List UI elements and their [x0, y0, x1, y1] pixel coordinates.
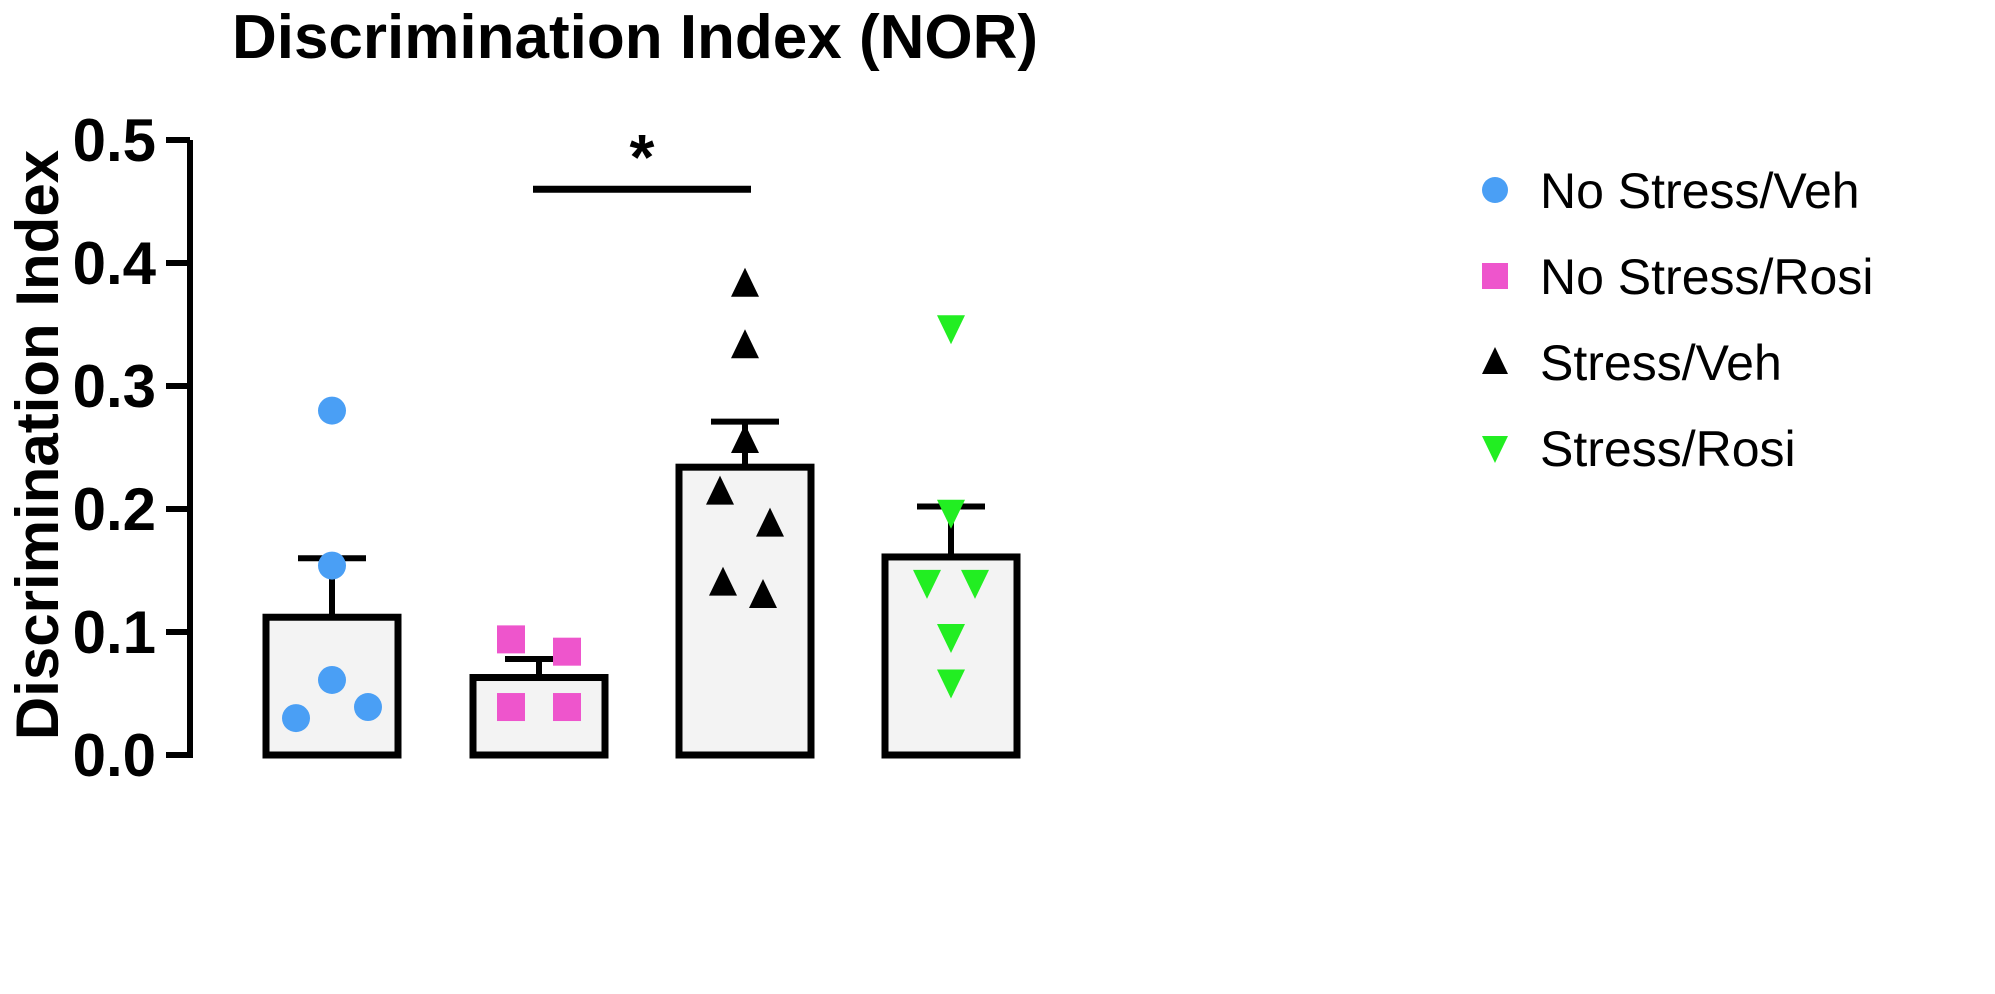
bar [675, 463, 815, 759]
data-point [731, 424, 759, 453]
bar [881, 553, 1021, 759]
data-point [756, 507, 784, 537]
data-point [497, 625, 525, 654]
legend-marker [1482, 436, 1508, 463]
legend-marker [1482, 347, 1508, 374]
data-point [937, 624, 965, 654]
plot-area: 0.0 0.1 0.2 0.3 0.4 0.5 * [73, 107, 1021, 789]
legend-label: No Stress/Veh [1540, 163, 1860, 219]
data-point [354, 693, 382, 722]
y-tick-label: 0.5 [73, 107, 156, 174]
y-axis-label: Discrimination Index [4, 150, 71, 740]
data-point [706, 475, 734, 505]
data-point [553, 637, 581, 666]
data-point [731, 267, 759, 297]
data-point [318, 665, 346, 694]
y-tick-label: 0.4 [73, 230, 157, 297]
data-point [731, 329, 759, 359]
y-tick-label: 0.1 [73, 599, 156, 666]
y-tick-label: 0.2 [73, 476, 156, 543]
legend-marker [1482, 177, 1508, 203]
y-tick-label: 0.3 [73, 353, 156, 420]
data-point [497, 693, 525, 722]
data-point [913, 569, 941, 599]
data-point [318, 551, 346, 580]
data-point [709, 566, 737, 596]
data-point [961, 569, 989, 599]
data-point [937, 499, 965, 529]
bar [469, 674, 609, 759]
significance-label: * [630, 121, 655, 193]
data-point [937, 669, 965, 699]
data-point [282, 704, 310, 733]
legend-label: No Stress/Rosi [1540, 249, 1873, 305]
chart-title: Discrimination Index (NOR) [232, 3, 1038, 72]
data-point [937, 315, 965, 345]
legend: No Stress/Veh No Stress/Rosi Stress/Veh Str… [1482, 163, 1873, 477]
legend-marker [1482, 263, 1508, 289]
data-point [749, 579, 777, 608]
legend-label: Stress/Rosi [1540, 421, 1796, 477]
data-point [553, 693, 581, 722]
y-tick-label: 0.0 [73, 722, 156, 789]
legend-label: Stress/Veh [1540, 335, 1782, 391]
data-point [318, 396, 346, 425]
